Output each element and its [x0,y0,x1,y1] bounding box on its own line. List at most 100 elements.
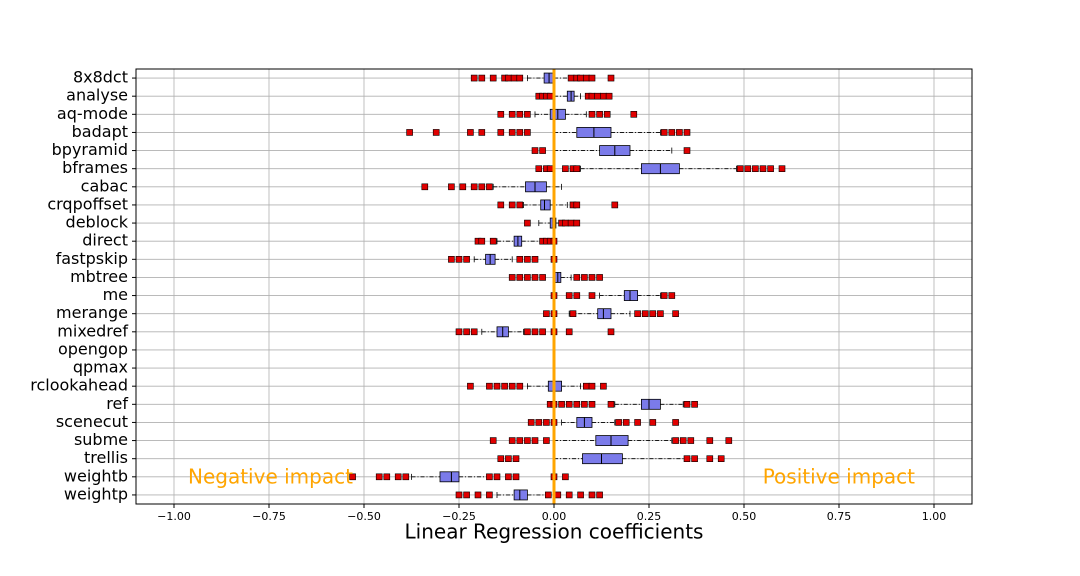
y-tick-label: rclookahead [30,376,128,395]
outlier [759,165,767,172]
outlier [508,111,516,118]
outlier [691,401,698,408]
outlier [535,165,543,172]
outlier [596,274,603,281]
box [641,398,661,410]
outlier [691,455,698,462]
y-tick-label: deblock [66,213,129,232]
outlier [588,111,596,118]
outlier [349,473,356,481]
outlier [497,201,505,209]
outlier [634,310,641,317]
outlier [516,274,524,281]
outlier [778,165,786,172]
outlier [562,473,569,481]
outlier [508,437,516,444]
outlier [706,455,714,462]
outlier [470,328,478,336]
outlier [582,382,590,390]
y-tick-label: analyse [66,86,128,105]
outlier [600,92,607,100]
box [623,290,638,301]
outlier [588,292,596,299]
outlier [582,74,590,82]
outlier [512,473,520,481]
outlier [516,111,524,118]
outlier [573,401,581,408]
outlier [524,129,531,136]
outlier [676,129,683,136]
outlier [510,74,518,82]
outlier [588,401,596,408]
outlier [630,111,638,118]
outlier [543,419,550,426]
y-tick-label: crqpoffset [47,194,128,213]
outlier [505,74,512,82]
y-tick-label: fastpskip [56,249,128,268]
outlier [562,219,569,227]
outlier [573,292,581,299]
x-tick-label: 0.25 [637,510,662,523]
outlier [516,256,524,263]
outlier [470,74,478,82]
outlier [683,401,691,408]
outlier [683,147,691,154]
outlier [573,165,581,172]
outlier [596,111,603,118]
outlier [493,473,501,481]
outlier [603,111,611,118]
outlier [531,437,539,444]
outlier [660,292,668,299]
outlier [600,382,607,390]
y-tick-label: mixedref [57,321,128,340]
outlier [516,201,524,209]
outlier [508,129,516,136]
outlier [524,437,531,444]
outlier [459,183,467,191]
outlier [470,183,478,191]
outlier [463,328,470,336]
outlier [567,74,575,82]
box [540,199,551,211]
outlier [455,328,463,336]
outlier [535,419,543,426]
outlier [516,437,524,444]
outlier [767,165,774,172]
outlier [516,74,524,82]
x-tick-label: −1.00 [157,510,191,523]
y-tick-label: bframes [62,158,128,177]
outlier [752,165,759,172]
outlier [543,310,550,317]
outlier [594,92,602,100]
outlier [508,274,516,281]
outlier [486,183,493,191]
outlier [573,219,581,227]
box [525,181,547,193]
outlier [531,328,539,336]
y-tick-label: 8x8dct [73,68,128,87]
outlier [672,437,679,444]
outlier [672,310,679,317]
x-tick-label: −0.25 [442,510,476,523]
x-axis-label: Linear Regression coefficients [405,520,704,544]
outlier [474,491,482,499]
outlier [524,256,531,263]
outlier [497,129,505,136]
y-tick-label: mbtree [70,267,128,286]
y-tick-label: trellis [84,448,128,467]
x-tick-label: 0.00 [542,510,567,523]
outlier [554,491,562,499]
outlier [565,328,573,336]
y-tick-label: aq-mode [57,104,128,123]
outlier [539,274,546,281]
outlier [531,274,539,281]
outlier [486,473,493,481]
y-tick-label: cabac [81,176,128,195]
outlier [463,256,470,263]
y-tick-label: bpyramid [52,140,128,159]
outlier [406,129,413,136]
outlier [527,419,535,426]
outlier [558,401,565,408]
outlier [577,74,584,82]
